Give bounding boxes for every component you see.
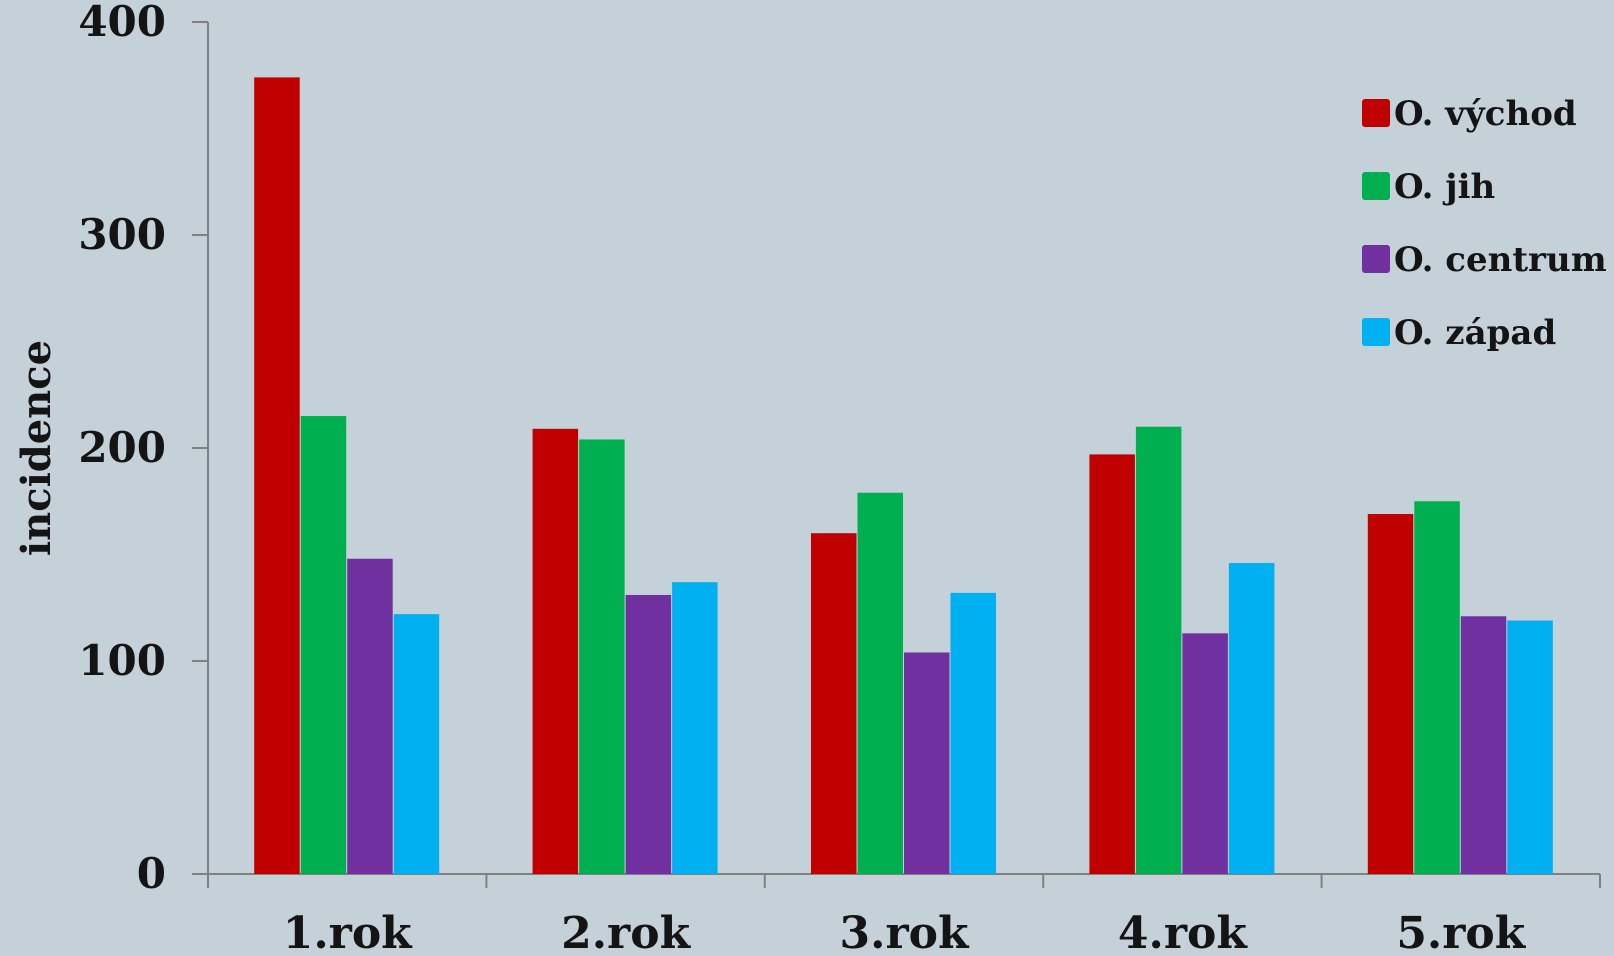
legend-label: O. západ: [1394, 313, 1556, 353]
bar-o-centrum-2-rok: [625, 594, 672, 874]
bar-o-jih-4-rok: [1135, 426, 1182, 874]
legend-label: O. jih: [1394, 167, 1495, 207]
bar-o-zapad-4-rok: [1228, 563, 1275, 874]
labels: 0 100 200 300 400 1.rok 2.rok 3.rok 4.rok 5.rok in…: [13, 0, 1527, 956]
bar-o-jih-5-rok: [1414, 501, 1460, 874]
x-category-label: 2.rok: [561, 908, 691, 956]
legend-label: O. centrum: [1394, 240, 1607, 280]
legend-item: O. centrum: [1362, 240, 1607, 280]
bar-o-centrum-4-rok: [1182, 633, 1228, 874]
x-category-label: 3.rok: [840, 908, 970, 956]
bar-o-vychod-5-rok: [1367, 514, 1414, 874]
legend-item: O. jih: [1362, 167, 1495, 207]
bar-o-zapad-3-rok: [950, 592, 996, 874]
legend-swatch: [1362, 318, 1390, 346]
y-axis-title: incidence: [13, 340, 60, 556]
legend-swatch: [1362, 245, 1390, 273]
bar-o-zapad-1-rok: [393, 614, 440, 874]
y-tick-label: 100: [78, 636, 166, 685]
bar-o-jih-3-rok: [857, 492, 903, 874]
x-category-label: 1.rok: [283, 908, 413, 956]
y-tick-label: 400: [78, 0, 166, 46]
bar-o-zapad-5-rok: [1507, 620, 1553, 874]
bar-o-centrum-1-rok: [347, 558, 393, 874]
legend-swatch: [1362, 99, 1390, 127]
bar-o-vychod-1-rok: [254, 77, 300, 874]
y-tick-label: 300: [78, 210, 166, 259]
bar-o-centrum-3-rok: [904, 652, 950, 874]
bars: [254, 77, 1553, 874]
legend-item: O. východ: [1362, 94, 1577, 134]
bar-o-zapad-2-rok: [672, 582, 718, 874]
x-category-label: 4.rok: [1118, 908, 1248, 956]
bar-o-vychod-4-rok: [1089, 454, 1135, 874]
y-tick-label: 200: [78, 423, 166, 472]
bar-o-jih-1-rok: [300, 416, 347, 874]
x-category-label: 5.rok: [1396, 908, 1526, 956]
bar-o-centrum-5-rok: [1460, 616, 1507, 874]
legend-swatch: [1362, 172, 1390, 200]
bar-o-jih-2-rok: [579, 439, 625, 874]
legend: O. východ O. jih O. centrum O. západ: [1362, 94, 1607, 353]
legend-item: O. západ: [1362, 313, 1556, 353]
bar-o-vychod-3-rok: [811, 533, 857, 874]
y-tick-label: 0: [137, 849, 166, 898]
bar-o-vychod-2-rok: [532, 428, 579, 874]
legend-label: O. východ: [1394, 94, 1577, 134]
